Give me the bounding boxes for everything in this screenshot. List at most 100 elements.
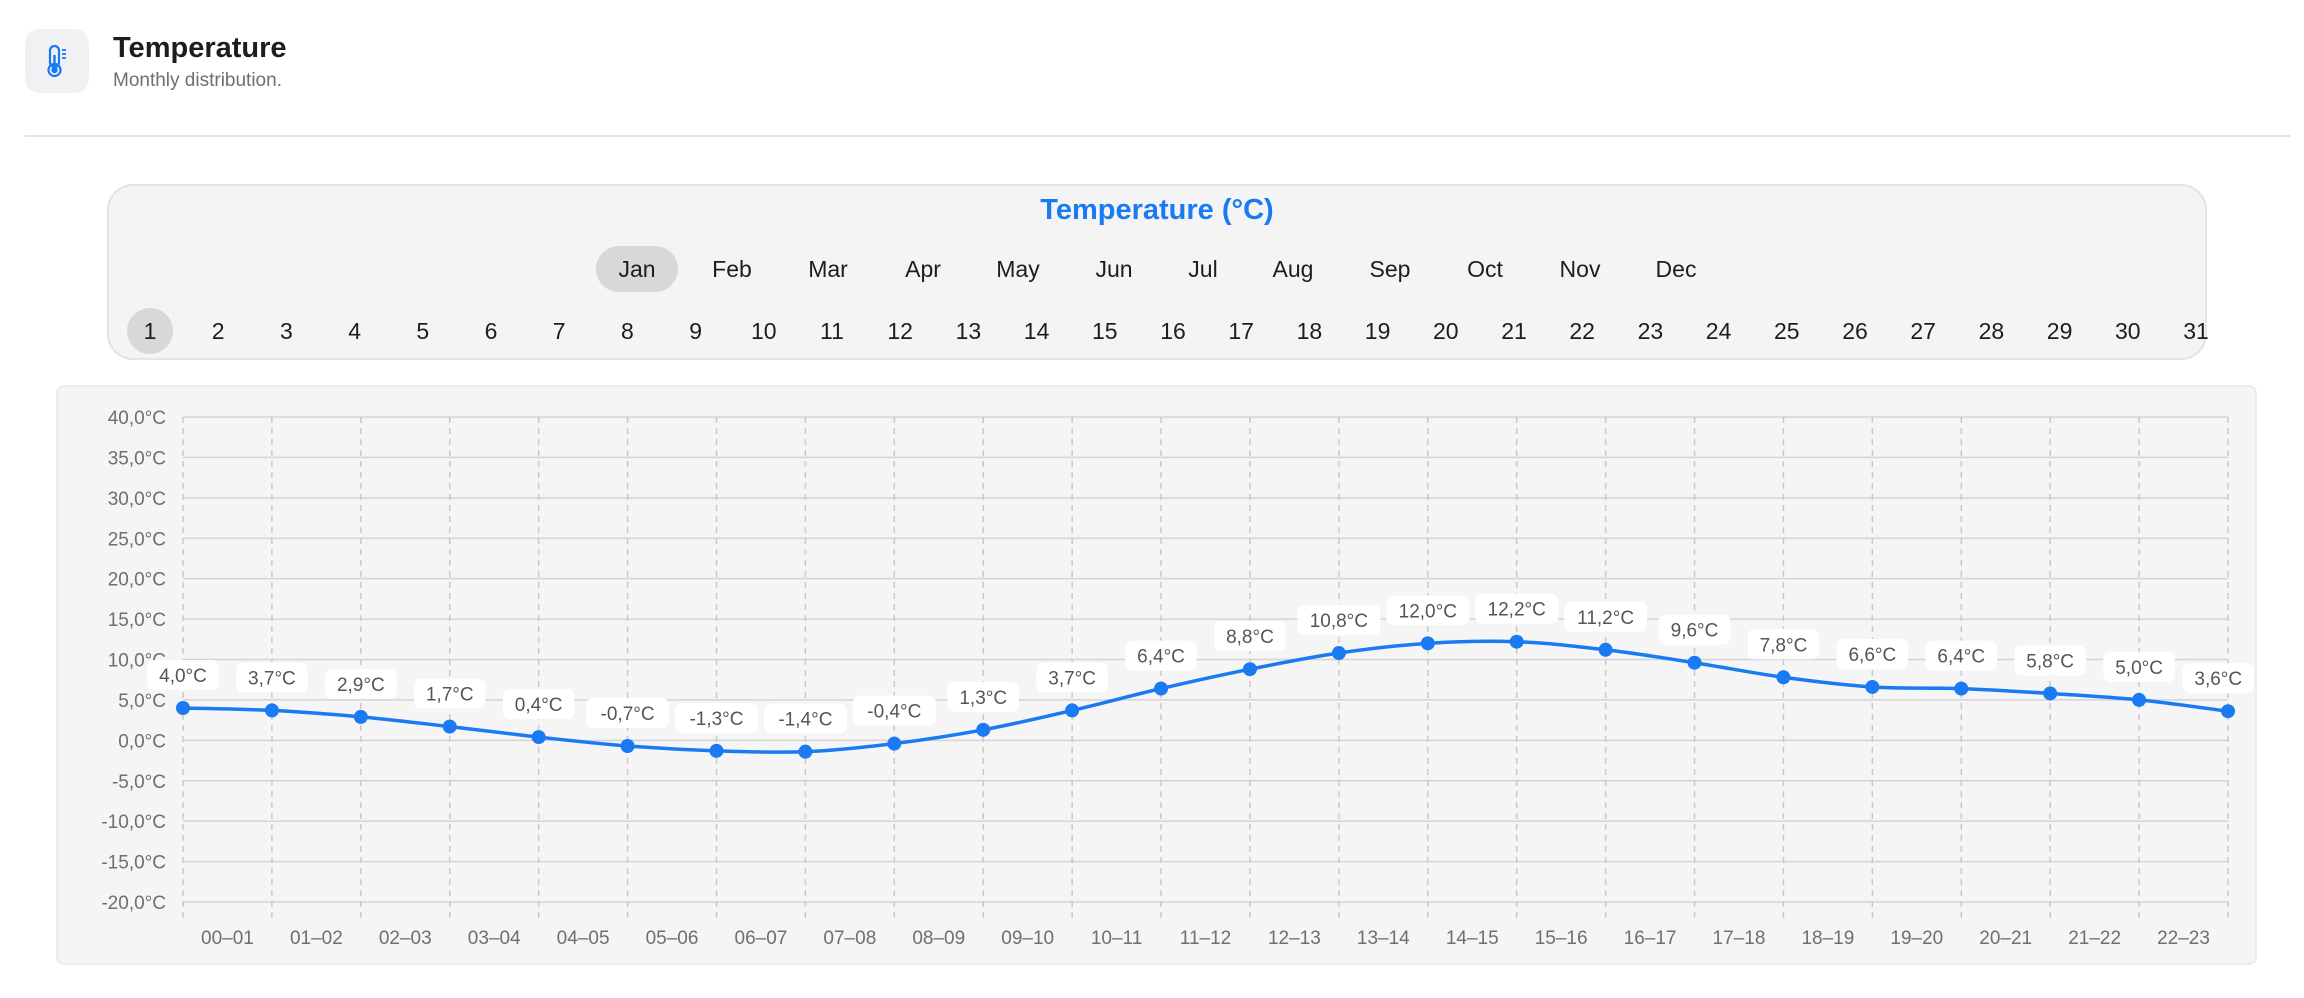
day-7[interactable]: 7 [552,318,566,344]
y-tick-label: 15,0°C [108,610,166,631]
page-title: Temperature [113,32,287,64]
month-feb[interactable]: Feb [712,256,752,282]
y-tick-label: 30,0°C [108,489,166,510]
y-tick-label: -10,0°C [101,812,166,833]
data-point [353,709,368,724]
day-19[interactable]: 19 [1364,318,1391,344]
data-point [2132,692,2147,707]
data-point [1242,662,1257,677]
data-label: 1,3°C [959,688,1007,709]
data-label: 2,9°C [337,675,385,696]
day-13[interactable]: 13 [955,318,982,344]
day-25[interactable]: 25 [1774,318,1800,344]
day-26[interactable]: 26 [1842,318,1868,344]
day-6[interactable]: 6 [484,318,498,344]
data-point [887,736,902,751]
day-9[interactable]: 9 [689,318,702,344]
y-tick-label: 20,0°C [108,570,166,591]
day-16[interactable]: 16 [1160,318,1186,344]
day-17[interactable]: 17 [1228,318,1254,344]
x-tick-label: 14–15 [1446,928,1499,949]
x-tick-label: 19–20 [1890,928,1943,949]
data-point [1776,670,1791,685]
data-point [2221,704,2235,719]
day-1[interactable]: 1 [127,308,173,354]
day-10[interactable]: 10 [751,318,777,344]
day-4[interactable]: 4 [348,318,361,344]
day-5[interactable]: 5 [416,318,430,344]
data-label: 1,7°C [426,685,474,706]
month-aug[interactable]: Aug [1272,256,1314,282]
data-point [264,703,279,718]
data-label: 11,2°C [1577,608,1634,629]
day-24[interactable]: 24 [1705,318,1732,344]
month-oct[interactable]: Oct [1467,256,1503,282]
data-point [709,743,724,758]
header: Temperature Monthly distribution. [25,28,287,94]
data-label-bg [147,660,219,690]
data-label-bg [1747,629,1820,660]
data-label: 3,7°C [1048,668,1096,689]
data-point [976,722,991,737]
data-label-bg [2014,645,2086,676]
day-18[interactable]: 18 [1296,318,1323,344]
day-12[interactable]: 12 [887,318,913,344]
data-label: -0,4°C [867,702,921,723]
y-tick-label: -20,0°C [101,893,166,914]
temperature-line-chart: 40,0°C35,0°C30,0°C25,0°C20,0°C15,0°C10,0… [101,408,2254,949]
x-tick-label: 09–10 [1001,928,1054,949]
day-23[interactable]: 23 [1637,318,1664,344]
data-label-bg [325,668,397,699]
month-jul[interactable]: Jul [1188,256,1218,282]
day-21[interactable]: 21 [1501,318,1527,344]
day-3[interactable]: 3 [279,318,293,344]
day-29[interactable]: 29 [2046,318,2073,344]
month-apr[interactable]: Apr [905,256,941,282]
data-label: 8,8°C [1226,627,1274,648]
x-tick-label: 10–11 [1091,928,1142,949]
page-subtitle: Monthly distribution. [113,70,282,91]
y-tick-label: -15,0°C [101,853,166,874]
series-line [182,639,2229,754]
data-point [1154,681,1169,696]
thermometer-icon [25,29,89,93]
data-label-bg [1125,640,1197,671]
data-label-bg [1297,605,1381,636]
day-27[interactable]: 27 [1910,318,1936,344]
day-30[interactable]: 30 [2115,318,2141,344]
data-label-bg [236,662,308,693]
data-label-bg [1475,593,1559,624]
month-sep[interactable]: Sep [1369,256,1411,282]
data-label-bg [1564,601,1648,632]
day-20[interactable]: 20 [1433,318,1459,344]
data-label: 6,4°C [1937,647,1985,668]
data-point [1331,646,1346,661]
y-tick-label: 40,0°C [108,408,166,429]
data-label: 7,8°C [1760,635,1808,656]
data-label-bg [1925,640,1998,671]
day-8[interactable]: 8 [620,318,634,344]
day-28[interactable]: 28 [1978,318,2005,344]
month-may[interactable]: May [996,256,1040,282]
month-nov[interactable]: Nov [1559,256,1601,282]
y-tick-label: 5,0°C [118,691,166,712]
y-tick-label: 0,0°C [118,731,166,752]
data-label-bg [852,695,936,726]
month-jan[interactable]: Jan [596,246,678,292]
day-11[interactable]: 11 [820,318,844,344]
data-label-bg [763,703,847,734]
data-label: 4,0°C [159,666,207,687]
day-31[interactable]: 31 [2183,318,2209,344]
day-2[interactable]: 2 [211,318,225,344]
month-dec[interactable]: Dec [1655,256,1697,282]
x-tick-label: 06–07 [735,928,788,949]
data-point [1954,681,1969,696]
day-15[interactable]: 15 [1092,318,1118,344]
x-tick-label: 08–09 [912,928,965,949]
day-22[interactable]: 22 [1569,318,1595,344]
data-label: -0,7°C [601,704,655,725]
day-14[interactable]: 14 [1023,318,1050,344]
data-label: 10,8°C [1310,611,1368,632]
month-mar[interactable]: Mar [808,256,848,282]
month-jun[interactable]: Jun [1095,256,1133,282]
